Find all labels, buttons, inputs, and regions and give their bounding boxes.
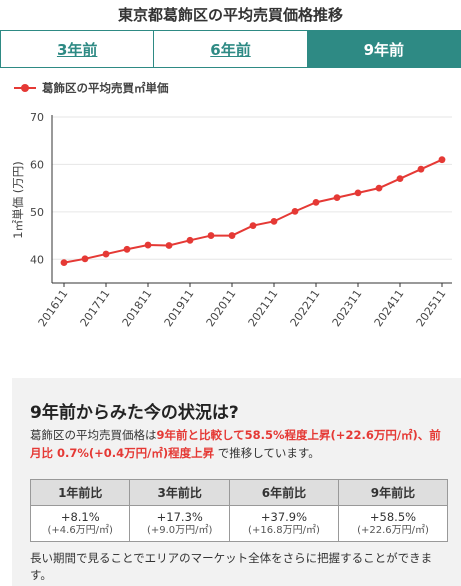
pct-3y: +17.3%: [156, 509, 203, 524]
data-point: [291, 207, 299, 215]
chart-legend[interactable]: 葛飾区の平均売買㎡単価: [14, 80, 169, 96]
x-tick-label: 201611: [36, 287, 71, 329]
series-line: [63, 158, 443, 264]
data-point: [375, 184, 383, 192]
data-point: [81, 255, 89, 263]
table-header-row: 1年前比 3年前比 6年前比 9年前比: [29, 479, 449, 506]
x-tick-label: 202011: [204, 287, 239, 329]
x-tick-label: 202411: [372, 287, 407, 329]
cell-9y: +58.5% (+22.6万円/㎡): [337, 505, 449, 542]
diff-1y: (+4.6万円/㎡): [47, 524, 113, 536]
header-3y: 3年前比: [129, 479, 230, 506]
legend-marker-icon: [14, 84, 36, 92]
x-tick-label: 202211: [288, 287, 323, 329]
pct-9y: +58.5%: [369, 509, 417, 524]
price-line-chart: 40 50 60 70 1㎡単価 (万円) 201611 201711 201811 20191…: [11, 111, 452, 329]
y-tick-label: 70: [30, 111, 44, 124]
diff-3y: (+9.0万円/㎡): [146, 524, 213, 536]
diff-9y: (+22.6万円/㎡): [357, 524, 429, 536]
cell-6y: +37.9% (+16.8万円/㎡): [228, 505, 339, 542]
data-point: [396, 175, 404, 183]
data-point: [270, 217, 278, 225]
x-tick-label: 201811: [120, 287, 155, 329]
cell-1y: +8.1% (+4.6万円/㎡): [29, 505, 131, 542]
summary-highlight: 9年前と比較して58.5%程度上昇(+22.6万円/㎡)、前月比 0.7%(+0…: [30, 428, 441, 460]
data-point: [438, 156, 446, 164]
tab-9-years[interactable]: 9年前: [307, 31, 460, 67]
data-point: [144, 241, 152, 249]
y-tick-label: 50: [30, 206, 44, 219]
summary-text-lead: 葛飾区の平均売買価格は: [30, 428, 157, 442]
tab-3-years[interactable]: 3年前: [1, 31, 155, 67]
summary-text-tail: で推移しています。: [214, 446, 320, 460]
pct-6y: +37.9%: [260, 509, 308, 524]
data-point: [207, 232, 215, 239]
summary-panel: 9年前からみた今の状況は? 葛飾区の平均売買価格は9年前と比較して58.5%程度…: [12, 378, 461, 586]
x-tick-label: 201711: [78, 287, 113, 329]
data-point: [60, 259, 68, 267]
data-point: [165, 242, 173, 249]
diff-6y: (+16.8万円/㎡): [248, 524, 320, 536]
data-point: [186, 236, 194, 244]
data-point: [333, 194, 341, 202]
summary-text: 葛飾区の平均売買価格は9年前と比較して58.5%程度上昇(+22.6万円/㎡)、…: [30, 426, 448, 462]
y-tick-label: 60: [30, 158, 44, 171]
comparison-table: 1年前比 3年前比 6年前比 9年前比 +8.1% (+4.6万円/㎡) +17.…: [29, 479, 449, 542]
x-tick-label: 202111: [246, 287, 281, 329]
summary-note: 長い期間で見ることでエリアのマーケット全体をさらに把握することができます。: [30, 551, 433, 582]
table-row: +8.1% (+4.6万円/㎡) +17.3% (+9.0万円/㎡) +37.9%(…: [29, 505, 449, 542]
cell-3y: +17.3% (+9.0万円/㎡): [129, 505, 230, 542]
data-point: [249, 222, 257, 230]
x-tick-label: 201911: [162, 287, 197, 329]
x-tick-label: 202311: [330, 287, 365, 329]
y-tick-label: 40: [30, 253, 44, 266]
period-tabs: 3年前 6年前 9年前: [0, 30, 461, 68]
data-point: [312, 198, 320, 206]
tab-6-years[interactable]: 6年前: [154, 31, 308, 67]
page-title: 東京都葛飾区の平均売買価格推移: [117, 6, 343, 24]
data-point: [417, 165, 425, 173]
data-point: [228, 232, 236, 239]
header-9y: 9年前比: [337, 479, 449, 506]
y-axis-label: 1㎡単価 (万円): [11, 161, 25, 238]
data-point: [123, 245, 131, 253]
data-point: [102, 250, 110, 258]
header-1y: 1年前比: [29, 479, 131, 506]
summary-title: 9年前からみた今の状況は?: [30, 403, 239, 423]
header-6y: 6年前比: [228, 479, 339, 506]
pct-1y: +8.1%: [60, 509, 100, 524]
x-tick-label: 202511: [414, 287, 449, 329]
legend-label: 葛飾区の平均売買㎡単価: [42, 81, 169, 95]
data-point: [354, 189, 362, 197]
